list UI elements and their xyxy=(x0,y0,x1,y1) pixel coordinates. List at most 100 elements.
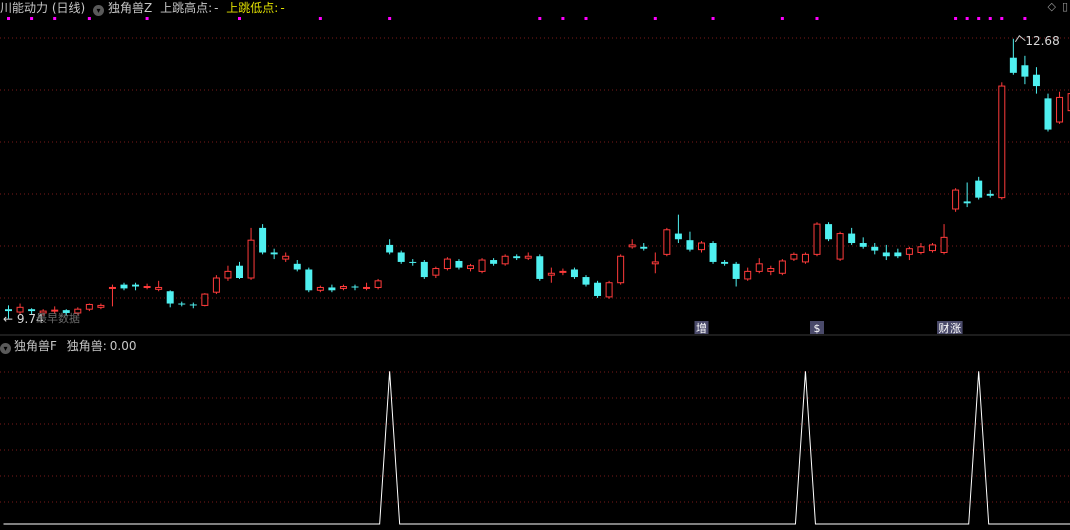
candle-body xyxy=(1044,98,1052,130)
candle-body xyxy=(963,201,971,204)
candle-body xyxy=(16,306,24,313)
indicator-name[interactable]: 独角兽Z xyxy=(108,1,153,15)
signal-tag: 涨 xyxy=(950,322,961,335)
candle-body xyxy=(363,286,371,289)
signal-tag-bg xyxy=(937,321,952,334)
chevron-down-icon[interactable]: ▾ xyxy=(0,343,11,354)
candle-body xyxy=(513,256,521,259)
candle-body xyxy=(767,268,775,272)
candle-body xyxy=(801,253,809,263)
signal-marker xyxy=(977,17,981,20)
candle-body xyxy=(1021,65,1029,77)
candle-body xyxy=(420,261,428,278)
candle-body xyxy=(790,253,798,260)
candle-body xyxy=(547,272,555,276)
candle-body xyxy=(189,304,197,306)
candle-body xyxy=(51,309,59,312)
sub-chart-header: ▾ 独角兽F 独角兽: 0.00 xyxy=(0,338,137,354)
candle-body xyxy=(1009,57,1017,73)
candle-body xyxy=(1056,96,1064,123)
signal-marker xyxy=(965,17,969,20)
candle-body xyxy=(1032,74,1040,87)
candle-body xyxy=(270,252,278,255)
sub-value: 0.00 xyxy=(109,339,137,353)
candle-body xyxy=(894,252,902,257)
candle-body xyxy=(628,244,636,248)
signal-marker xyxy=(780,17,784,20)
signal-marker xyxy=(145,17,149,20)
candle-body xyxy=(594,282,602,296)
candle-body xyxy=(986,193,994,196)
candle-body xyxy=(848,233,856,244)
candle-body xyxy=(998,85,1006,199)
signal-tag-bg xyxy=(694,321,709,334)
gap-high-label: 上跳高点: xyxy=(160,1,213,15)
candle-body xyxy=(62,310,70,313)
chevron-down-icon[interactable]: ▾ xyxy=(93,5,105,16)
candle-body xyxy=(582,277,590,285)
signal-tag: $ xyxy=(814,322,821,335)
candle-body xyxy=(155,286,163,290)
candle-body xyxy=(744,270,752,280)
diamond-icon[interactable]: ◇ xyxy=(1047,0,1056,13)
signal-marker xyxy=(954,17,958,20)
signal-tag: 财 xyxy=(939,321,950,335)
candle-body xyxy=(39,310,47,314)
candle-body xyxy=(940,236,948,253)
candle-body xyxy=(374,280,382,288)
signal-marker xyxy=(318,17,322,20)
candle-body xyxy=(778,260,786,274)
candle-body xyxy=(929,244,936,252)
candle-body xyxy=(905,248,913,255)
candle-body xyxy=(536,256,544,279)
candle-body xyxy=(698,242,705,251)
candle-body xyxy=(651,261,659,265)
sub-value-label: 独角兽: xyxy=(66,339,107,353)
candle-body xyxy=(813,223,821,255)
candle-body xyxy=(524,255,532,259)
candle-body xyxy=(686,240,694,250)
candle-body xyxy=(178,303,186,305)
sub-indicator-name[interactable]: 独角兽F xyxy=(14,339,57,353)
candle-body xyxy=(467,265,474,270)
chart-header: 川能动力 (日线) ▾ 独角兽Z 上跳高点: - 上跳低点: - xyxy=(0,0,289,16)
panel-icon[interactable]: ▯ xyxy=(1061,0,1068,13)
candle-body xyxy=(640,246,648,249)
candle-body xyxy=(917,246,925,253)
candle-body xyxy=(166,291,174,304)
signal-marker xyxy=(538,17,542,20)
window-controls: ◇ ▯ xyxy=(1041,0,1068,13)
candle-body xyxy=(28,309,36,312)
candle-body xyxy=(501,255,509,265)
candle-body xyxy=(409,261,417,263)
gap-low-label: 上跳低点: xyxy=(226,1,279,15)
candle-body xyxy=(247,239,255,279)
high-price-label: 12.68 xyxy=(1025,34,1059,48)
candle-body xyxy=(108,286,116,289)
signal-marker xyxy=(1000,17,1004,20)
candle-body xyxy=(455,260,463,268)
candle-body xyxy=(351,286,359,288)
candle-body xyxy=(859,243,867,247)
candle-body xyxy=(224,270,232,279)
candle-body xyxy=(825,224,833,240)
signal-marker xyxy=(238,17,241,20)
signal-marker xyxy=(7,17,10,20)
gap-high-value: - xyxy=(214,1,219,15)
candle-body xyxy=(201,293,209,306)
candle-body xyxy=(478,259,486,272)
candle-body xyxy=(605,282,613,298)
candle-body xyxy=(882,252,890,257)
candle-body xyxy=(732,263,740,279)
signal-marker xyxy=(30,17,34,20)
signal-tag-bg xyxy=(810,321,824,334)
gap-low-value: - xyxy=(280,1,285,15)
candle-body xyxy=(490,260,498,264)
candle-body xyxy=(132,284,140,287)
candle-body xyxy=(674,233,682,240)
candle-body xyxy=(212,277,220,293)
signal-marker xyxy=(988,17,992,20)
candle-body xyxy=(871,246,879,251)
candle-body xyxy=(975,180,983,198)
